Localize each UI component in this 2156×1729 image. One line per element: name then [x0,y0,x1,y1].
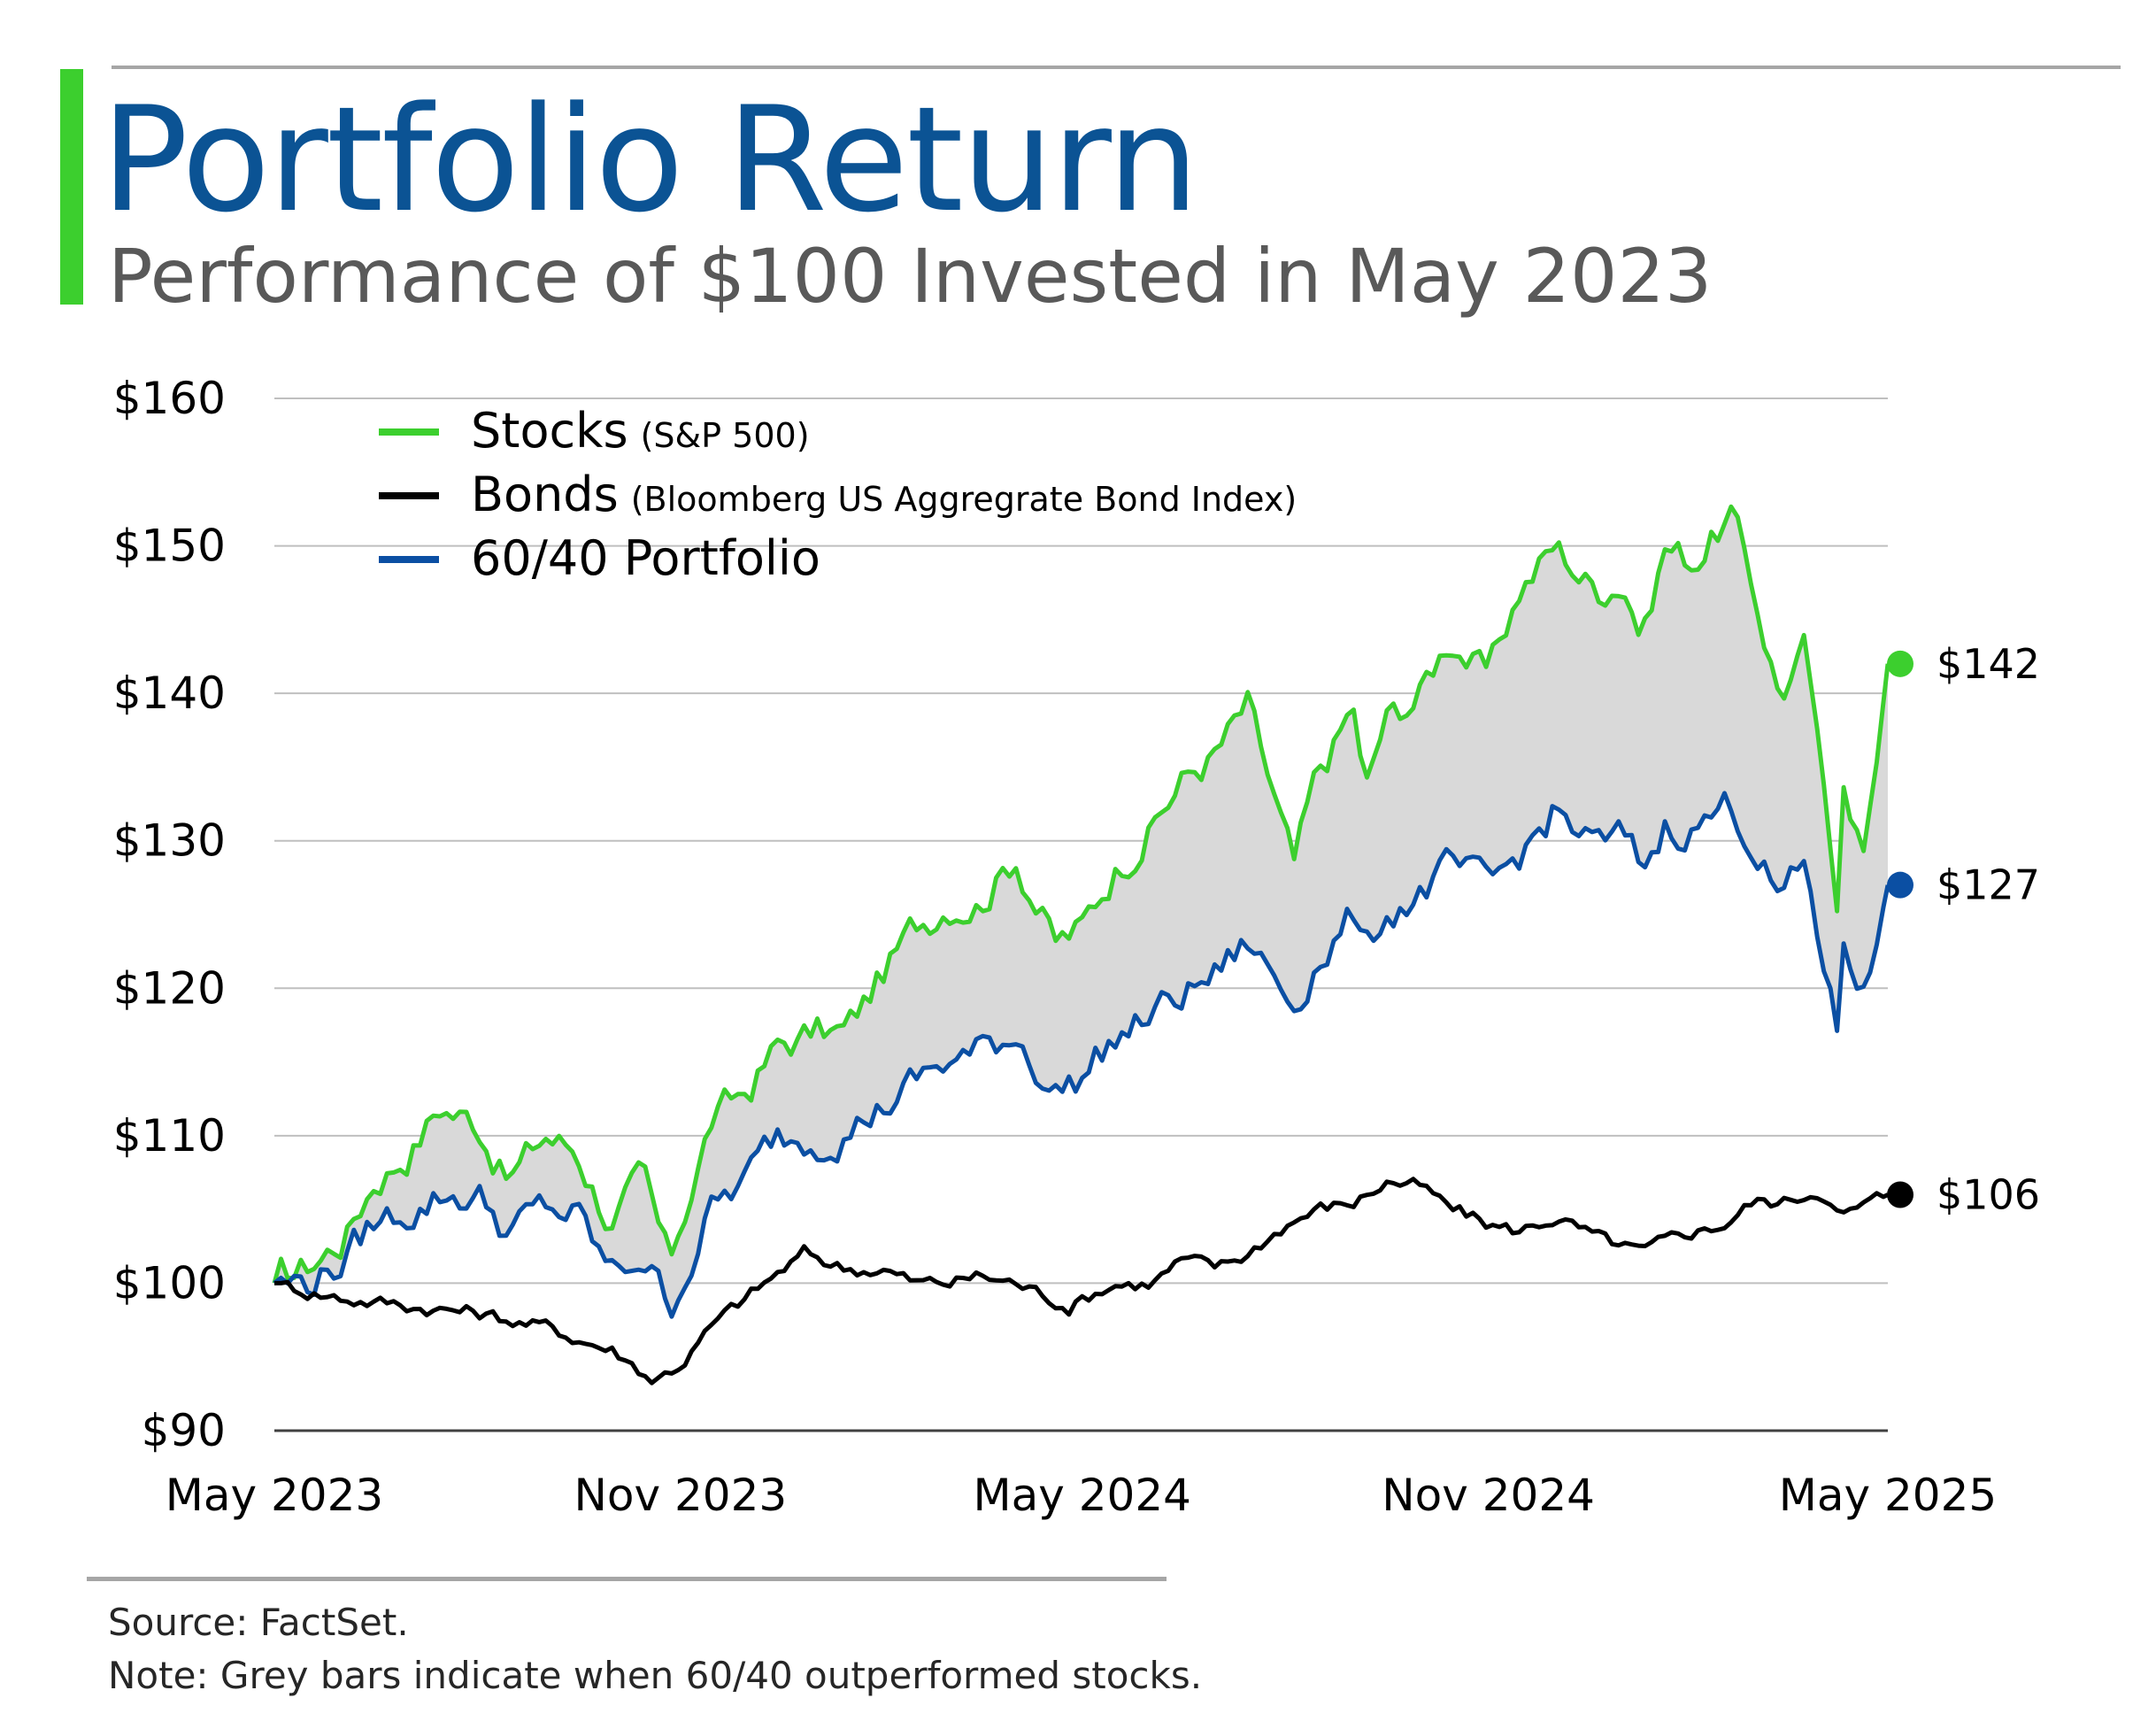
end-label: $142 [1937,640,2040,688]
x-tick-label: Nov 2024 [1382,1470,1595,1521]
end-label: $127 [1937,861,2040,909]
y-tick-label: $100 [113,1257,226,1308]
stocks-line [272,504,1890,1285]
y-tick-label: $120 [113,962,226,1014]
end-marker [1887,1181,1913,1208]
accent-bar [60,69,83,305]
x-tick-label: May 2023 [166,1470,384,1521]
end-marker [1887,871,1913,899]
legend-label: Bonds [471,467,619,522]
y-tick-label: $130 [113,815,226,867]
y-tick-label: $160 [113,373,226,424]
legend-item: Bonds (Bloomberg US Aggregrate Bond Index… [471,467,1297,522]
legend-label: 60/40 Portfolio [471,530,820,586]
y-tick-label: $90 [142,1405,226,1456]
bonds-line [274,1177,1890,1386]
shaded-band [274,506,1888,1317]
page-title: Portfolio Return [101,75,1199,244]
legend-detail: (S&P 500) [641,416,810,455]
page-subtitle: Performance of $100 Invested in May 2023 [108,233,1713,320]
top-divider [112,66,2121,69]
legend-detail: (Bloomberg US Aggregrate Bond Index) [631,480,1297,519]
x-tick-label: May 2024 [973,1470,1191,1521]
legend-item: Stocks (S&P 500) [471,403,810,459]
portfolio-line [273,791,1890,1319]
legend-item: 60/40 Portfolio [471,530,820,586]
y-tick-label: $110 [113,1110,226,1162]
end-label: $106 [1937,1170,2040,1218]
y-tick-label: $140 [113,668,226,719]
y-tick-label: $150 [113,521,226,572]
footer-divider [87,1577,1167,1581]
x-tick-label: Nov 2023 [574,1470,788,1521]
legend-label: Stocks [471,403,628,459]
footnote: Note: Grey bars indicate when 60/40 outp… [108,1654,1203,1697]
source-note: Source: FactSet. [108,1601,409,1644]
x-tick-label: May 2025 [1779,1470,1998,1521]
end-marker [1887,650,1913,677]
